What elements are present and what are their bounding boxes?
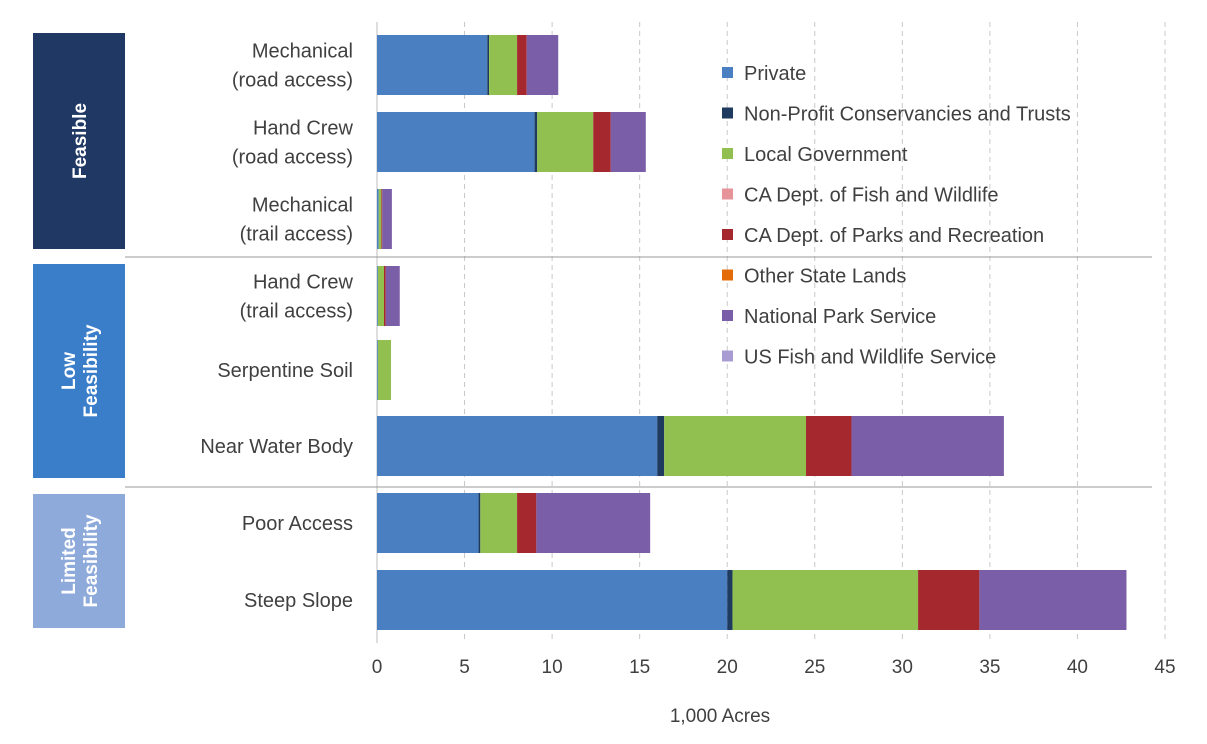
legend-label: Other State Lands bbox=[744, 266, 906, 288]
bar-segment bbox=[536, 493, 651, 553]
bar-segment bbox=[377, 35, 488, 95]
category-label: Poor Access bbox=[242, 513, 353, 535]
bar-segment bbox=[382, 189, 392, 249]
x-tick-label: 20 bbox=[717, 657, 738, 678]
x-tick-label: 5 bbox=[459, 657, 470, 678]
bar-segment bbox=[377, 340, 392, 400]
legend-item: US Fish and Wildlife Service bbox=[722, 347, 996, 369]
bar-segment bbox=[478, 493, 481, 553]
legend-swatch bbox=[722, 229, 733, 240]
bar-segment bbox=[664, 416, 807, 476]
bar-segment bbox=[593, 112, 611, 172]
legend-swatch bbox=[722, 107, 733, 119]
x-axis-title: 1,000 Acres bbox=[670, 706, 770, 727]
group-label: Feasible bbox=[70, 103, 91, 179]
x-tick-label: 25 bbox=[804, 657, 825, 678]
legend-swatch bbox=[722, 67, 733, 78]
group-band bbox=[33, 264, 125, 478]
bar-segment bbox=[489, 35, 518, 95]
legend-item: Local Government bbox=[722, 144, 908, 166]
bar-segment bbox=[806, 416, 852, 476]
legend-label: CA Dept. of Fish and Wildlife bbox=[744, 185, 999, 207]
category-label: Steep Slope bbox=[244, 590, 353, 612]
group-label: LowFeasibility bbox=[59, 324, 102, 417]
bar-segment bbox=[537, 112, 594, 172]
legend-swatch bbox=[722, 310, 733, 321]
legend-swatch bbox=[722, 148, 733, 159]
legend-label: CA Dept. of Parks and Recreation bbox=[744, 225, 1044, 247]
group-separators bbox=[125, 256, 1152, 488]
legend-label: Local Government bbox=[744, 144, 908, 166]
bar-segment bbox=[534, 112, 538, 172]
x-tick-label: 0 bbox=[372, 657, 383, 678]
bar-segment bbox=[377, 189, 379, 249]
x-tick-label: 40 bbox=[1067, 657, 1088, 678]
x-tick-label: 35 bbox=[979, 657, 1000, 678]
legend-item: Non-Profit Conservancies and Trusts bbox=[722, 104, 1071, 126]
category-label: Near Water Body bbox=[200, 436, 353, 458]
legend-swatch bbox=[722, 350, 733, 362]
category-label: Hand Crew (trail access) bbox=[240, 272, 354, 323]
bar-segment bbox=[918, 570, 980, 630]
legend-label: US Fish and Wildlife Service bbox=[744, 347, 996, 369]
category-label: Serpentine Soil bbox=[217, 360, 353, 382]
category-label: Hand Crew (road access) bbox=[232, 118, 354, 169]
bar-segment bbox=[517, 493, 537, 553]
bar-segment bbox=[377, 493, 479, 553]
legend-item: Private bbox=[722, 63, 806, 85]
group-bands: Feasible LowFeasibility LimitedFeasibility bbox=[33, 33, 125, 628]
bar-segment bbox=[377, 340, 378, 400]
legend-label: Non-Profit Conservancies and Trusts bbox=[744, 104, 1071, 126]
bar-segment bbox=[851, 416, 1004, 476]
group-band bbox=[33, 494, 125, 628]
legend-label: Private bbox=[744, 63, 806, 85]
bar-segment bbox=[377, 112, 535, 172]
bar-segment bbox=[526, 35, 559, 95]
group-label: LimitedFeasibility bbox=[59, 514, 102, 607]
bar-segment bbox=[377, 266, 378, 326]
bar-segment bbox=[377, 570, 728, 630]
legend-item: National Park Service bbox=[722, 306, 936, 328]
bar-segment bbox=[377, 266, 385, 326]
legend-swatch bbox=[722, 188, 733, 200]
category-label: Mechanical (trail access) bbox=[240, 195, 353, 246]
x-tick-label: 10 bbox=[542, 657, 563, 678]
bar-segment bbox=[381, 189, 383, 249]
x-tick-label: 30 bbox=[892, 657, 913, 678]
bar-segment bbox=[384, 266, 386, 326]
bar-segment bbox=[979, 570, 1127, 630]
bar-segment bbox=[727, 570, 733, 630]
bar-segment bbox=[657, 416, 665, 476]
category-labels: Mechanical (road access) Hand Crew (road ac… bbox=[200, 41, 353, 613]
legend-label: National Park Service bbox=[744, 306, 936, 328]
legend: Private Non-Profit Conservancies and Trus… bbox=[722, 63, 1071, 369]
bar-segment bbox=[385, 266, 400, 326]
legend-item: Other State Lands bbox=[722, 266, 906, 288]
bar-segment bbox=[610, 112, 646, 172]
bar-segment bbox=[732, 570, 919, 630]
bar-segment bbox=[487, 35, 490, 95]
category-label: Mechanical (road access) bbox=[232, 41, 353, 92]
x-tick-labels: 0 5 10 15 20 25 30 35 40 45 bbox=[372, 657, 1176, 678]
legend-swatch bbox=[722, 269, 733, 281]
bar-segment bbox=[480, 493, 518, 553]
bar-segment bbox=[517, 35, 527, 95]
bar-segment bbox=[378, 189, 382, 249]
x-tick-label: 15 bbox=[629, 657, 650, 678]
bar-segments bbox=[377, 35, 1127, 630]
x-tick-label: 45 bbox=[1154, 657, 1175, 678]
legend-item: CA Dept. of Fish and Wildlife bbox=[722, 185, 999, 207]
group-band bbox=[33, 33, 125, 249]
legend-item: CA Dept. of Parks and Recreation bbox=[722, 225, 1044, 247]
bar-segment bbox=[377, 416, 658, 476]
